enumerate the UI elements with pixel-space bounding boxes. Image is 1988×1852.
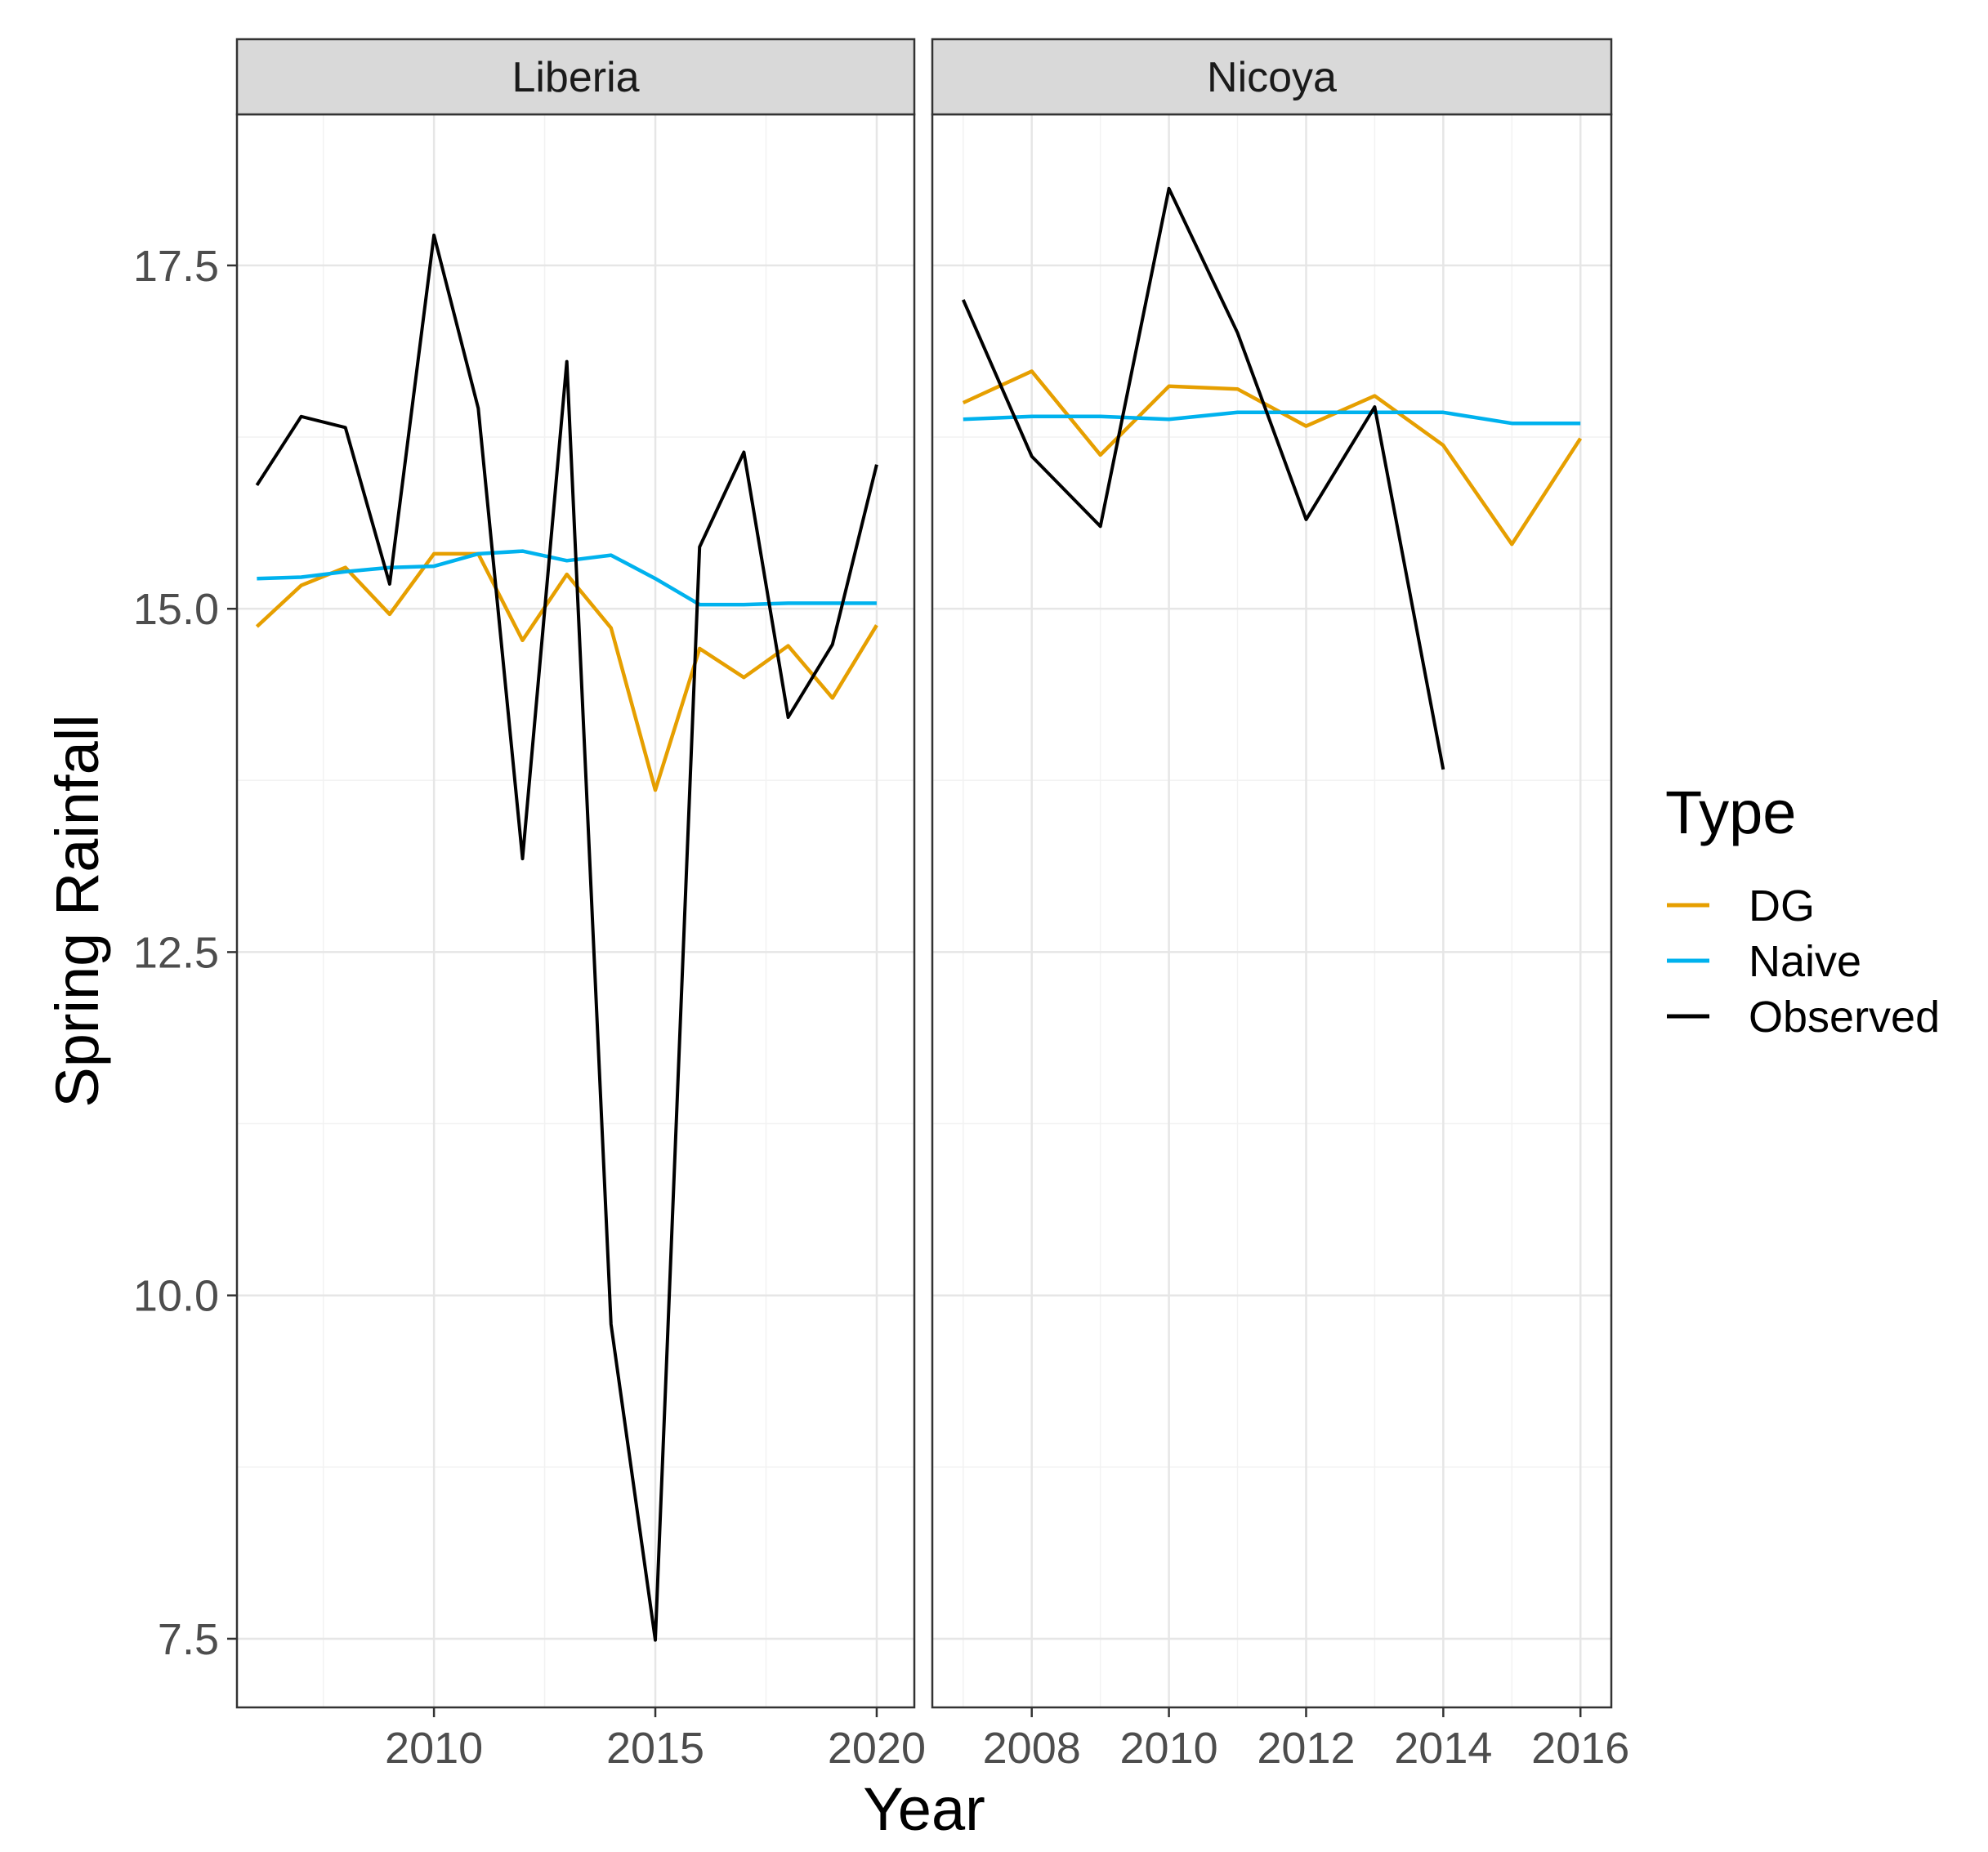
y-tick-label: 17.5 [133,242,219,291]
x-axis-title: Year [863,1775,985,1843]
y-tick-label: 12.5 [133,928,219,977]
y-tick-label: 7.5 [158,1615,219,1664]
legend-title: Type [1665,779,1796,846]
gridlines [237,114,1611,1707]
x-tick-label: 2010 [1120,1724,1218,1773]
x-tick-label: 2014 [1394,1724,1492,1773]
legend: Type DG Naive Observed [1665,779,1940,1042]
x-tick-label: 2015 [606,1724,704,1773]
series-line-dg-liberia [255,551,878,792]
panel-border [931,113,1613,1709]
facet-strip-label: Liberia [512,54,639,101]
panel-frames: Liberia Nicoya [235,38,1613,1709]
legend-label-naive: Naive [1749,937,1861,986]
x-tick-label: 2016 [1531,1724,1629,1773]
x-tick-label: 2020 [828,1724,926,1773]
series-line-dg-nicoya [962,369,1583,547]
y-tick-label: 10.0 [133,1272,219,1321]
x-tick-label: 2012 [1257,1724,1355,1773]
legend-label-dg: DG [1749,881,1815,930]
series-line-naive-nicoya [963,410,1581,426]
panel-border [235,113,916,1709]
x-tick-label: 2010 [385,1724,483,1773]
x-tick-label: 2008 [983,1724,1081,1773]
facet-strip-label: Nicoya [1207,54,1337,101]
y-tick-label: 15.0 [133,585,219,634]
series-line-observed-nicoya [961,186,1445,770]
series-line-observed-liberia [255,233,878,1642]
axes: 2010 2015 2020 2008 2010 2012 2014 2016 7.5 10.0 1… [43,242,1629,1843]
series-line-naive-liberia [257,549,877,607]
facet-strip [931,38,1613,116]
facet-strip [235,38,916,116]
legend-label-observed: Observed [1749,993,1940,1042]
y-axis-title: Spring Rainfall [43,714,111,1107]
series-lines [255,186,1583,1642]
